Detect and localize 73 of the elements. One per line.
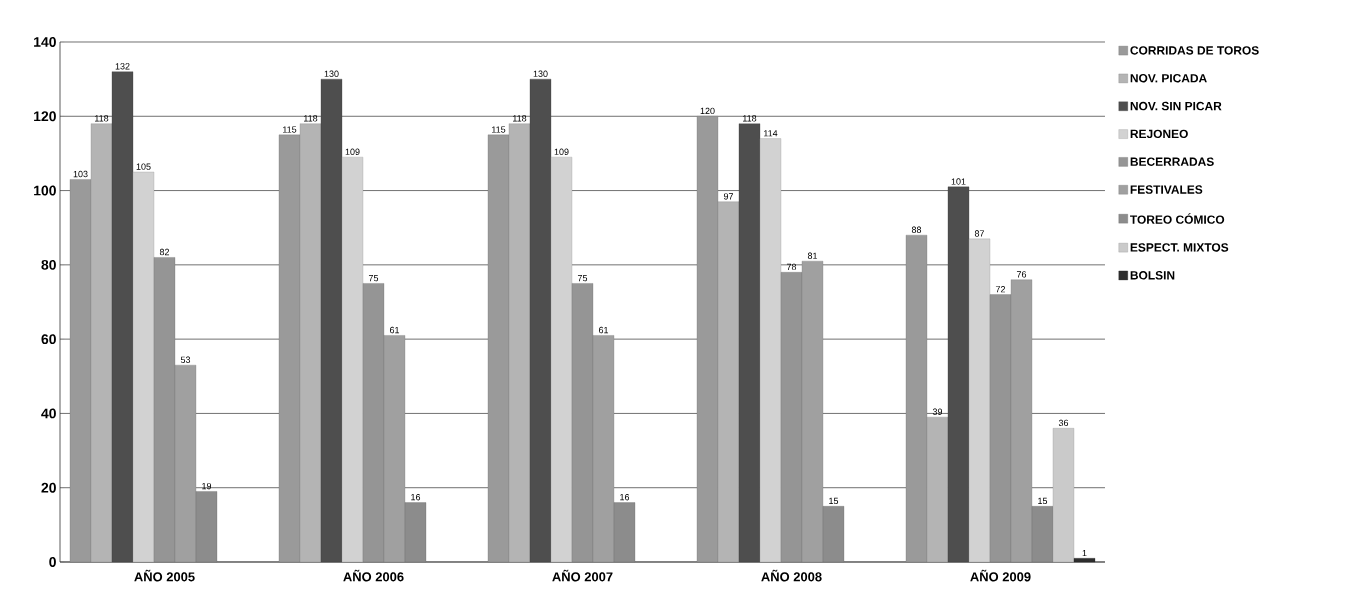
y-tick-label: 40 (41, 408, 56, 419)
data-label: 118 (95, 115, 109, 122)
data-label: 97 (723, 193, 734, 200)
y-tick-label: 100 (34, 185, 56, 196)
bar (822, 506, 845, 563)
bar (613, 502, 636, 563)
data-label: 15 (829, 497, 839, 505)
y-tick-label: 0 (49, 557, 56, 567)
bar (926, 416, 949, 563)
legend-label: TOREO CÓMICO (1130, 213, 1225, 224)
data-label: 16 (411, 494, 421, 501)
legend-label: ESPECT. MIXTOS (1130, 243, 1229, 252)
bar (90, 123, 113, 563)
data-label: 82 (159, 248, 170, 256)
y-tick-label: 140 (34, 37, 56, 47)
data-label: 114 (764, 130, 778, 137)
data-label: 103 (73, 170, 88, 178)
data-label: 1 (1082, 549, 1087, 557)
data-label: 118 (743, 115, 757, 122)
data-label: 39 (932, 408, 943, 415)
data-label: 61 (598, 326, 609, 334)
data-label: 105 (136, 163, 151, 170)
x-tick-label: AÑO 2008 (761, 569, 822, 582)
x-tick-label: AÑO 2009 (970, 569, 1031, 582)
legend-label: REJONEO (1130, 129, 1188, 139)
bar (195, 491, 218, 563)
data-label: 72 (995, 286, 1006, 293)
data-label: 16 (620, 494, 630, 501)
data-label: 132 (115, 63, 130, 70)
y-tick-label: 120 (34, 111, 56, 122)
legend-label: CORRIDAS DE TOROS (1130, 46, 1259, 55)
data-label: 81 (807, 252, 818, 259)
bar (717, 201, 740, 563)
data-label: 19 (202, 482, 212, 490)
data-label: 53 (180, 356, 191, 363)
legend-label: NOV. PICADA (1130, 74, 1207, 83)
data-label: 109 (554, 148, 569, 155)
legend-label: FESTIVALES (1130, 185, 1203, 194)
data-label: 130 (324, 70, 339, 77)
data-label: 118 (513, 115, 527, 122)
y-tick-label: 80 (41, 259, 56, 270)
data-label: 75 (368, 274, 379, 282)
bar (299, 123, 322, 563)
bar (508, 123, 531, 563)
data-label: 120 (700, 107, 715, 115)
data-label: 88 (911, 226, 922, 233)
data-label: 61 (389, 326, 400, 334)
data-label: 118 (304, 115, 318, 122)
bar (278, 134, 301, 563)
y-tick-label: 60 (41, 334, 56, 345)
data-label: 78 (786, 263, 797, 271)
data-label: 130 (533, 70, 548, 77)
data-label: 101 (951, 178, 966, 185)
data-label: 115 (283, 126, 297, 133)
data-label: 76 (1016, 271, 1027, 278)
bar (487, 134, 510, 563)
x-tick-label: AÑO 2005 (134, 569, 195, 582)
data-label: 87 (974, 230, 985, 237)
x-tick-label: AÑO 2007 (552, 569, 613, 582)
bar (905, 234, 928, 563)
legend-label: NOV. SIN PICAR (1130, 101, 1222, 111)
bar (404, 502, 427, 563)
data-label: 109 (345, 148, 360, 155)
bar (69, 179, 92, 563)
legend-label: BECERRADAS (1130, 157, 1214, 166)
bar (696, 116, 719, 563)
legend-label: BOLSIN (1130, 271, 1175, 280)
data-label: 115 (492, 126, 506, 133)
data-label: 15 (1038, 497, 1048, 505)
data-label: 36 (1058, 419, 1069, 427)
data-label: 75 (577, 274, 588, 282)
x-tick-label: AÑO 2006 (343, 569, 404, 582)
y-tick-label: 20 (41, 482, 56, 493)
